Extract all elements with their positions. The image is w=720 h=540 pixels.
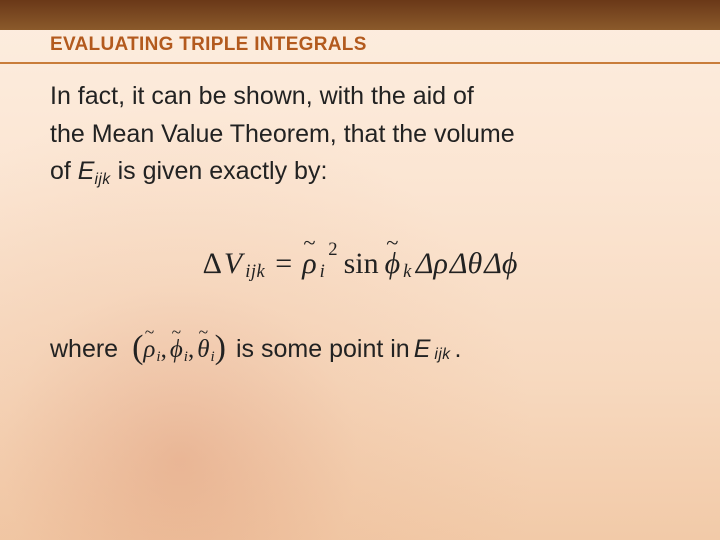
comma1: ,	[161, 336, 167, 364]
comma2: ,	[188, 336, 194, 364]
phi-sub: k	[403, 261, 412, 283]
phi-pt: ~ ϕ	[170, 336, 183, 364]
equals: =	[275, 247, 292, 281]
e-sub: ijk	[94, 171, 110, 188]
phi-i: i	[184, 349, 188, 366]
tilde-r: ~	[145, 322, 154, 343]
v-var: V	[224, 247, 242, 281]
footer-line: where ( ~ ρ i , ~ ϕ i , ~ θ i ) is some …	[0, 331, 720, 369]
period: .	[455, 335, 462, 364]
e-var: E	[78, 157, 95, 185]
top-bar	[0, 0, 720, 30]
slide-header: EVALUATING TRIPLE INTEGRALS	[0, 30, 720, 64]
body-line-3: of Eijk is given exactly by:	[50, 153, 670, 191]
tilde-1: ~	[303, 230, 315, 256]
sin: sin	[344, 247, 379, 281]
delta-1: Δ	[203, 247, 222, 281]
lparen: (	[132, 329, 143, 367]
delta-rho: Δρ	[416, 247, 448, 281]
body-line-1: In fact, it can be shown, with the aid o…	[50, 78, 670, 116]
line3-post: is given exactly by:	[111, 157, 328, 185]
line3-pre: of	[50, 157, 78, 185]
rho-tilde: ~ ρ	[302, 247, 316, 281]
theta-pt: ~ θ	[197, 336, 209, 364]
phi-tilde: ~ ϕ	[385, 247, 401, 281]
e-sub-2: ijk	[434, 346, 450, 364]
body-line-2: the Mean Value Theorem, that the volume	[50, 116, 670, 154]
e-var-2: E	[414, 335, 431, 364]
slide-body: In fact, it can be shown, with the aid o…	[0, 64, 720, 281]
header-title: EVALUATING TRIPLE INTEGRALS	[50, 34, 670, 56]
delta-phi: Δϕ	[484, 247, 517, 281]
rho-i: i	[156, 349, 160, 366]
rho-pt: ~ ρ	[143, 336, 155, 364]
point-tuple: ( ~ ρ i , ~ ϕ i , ~ θ i )	[132, 331, 226, 369]
tilde-p: ~	[172, 322, 181, 343]
rparen: )	[215, 329, 226, 367]
tilde-t: ~	[199, 322, 208, 343]
rho-sup: 2	[328, 239, 337, 261]
equation-block: ΔVijk = ~ ρ i2 sin ~ ϕ k Δρ Δθ Δϕ	[50, 247, 670, 281]
v-sub: ijk	[245, 261, 265, 283]
rho-sub: i	[320, 261, 326, 283]
post-text: is some point in	[236, 335, 410, 364]
delta-theta: Δθ	[450, 247, 482, 281]
where-text: where	[50, 335, 118, 364]
volume-equation: ΔVijk = ~ ρ i2 sin ~ ϕ k Δρ Δθ Δϕ	[203, 247, 518, 281]
tilde-2: ~	[386, 230, 398, 256]
